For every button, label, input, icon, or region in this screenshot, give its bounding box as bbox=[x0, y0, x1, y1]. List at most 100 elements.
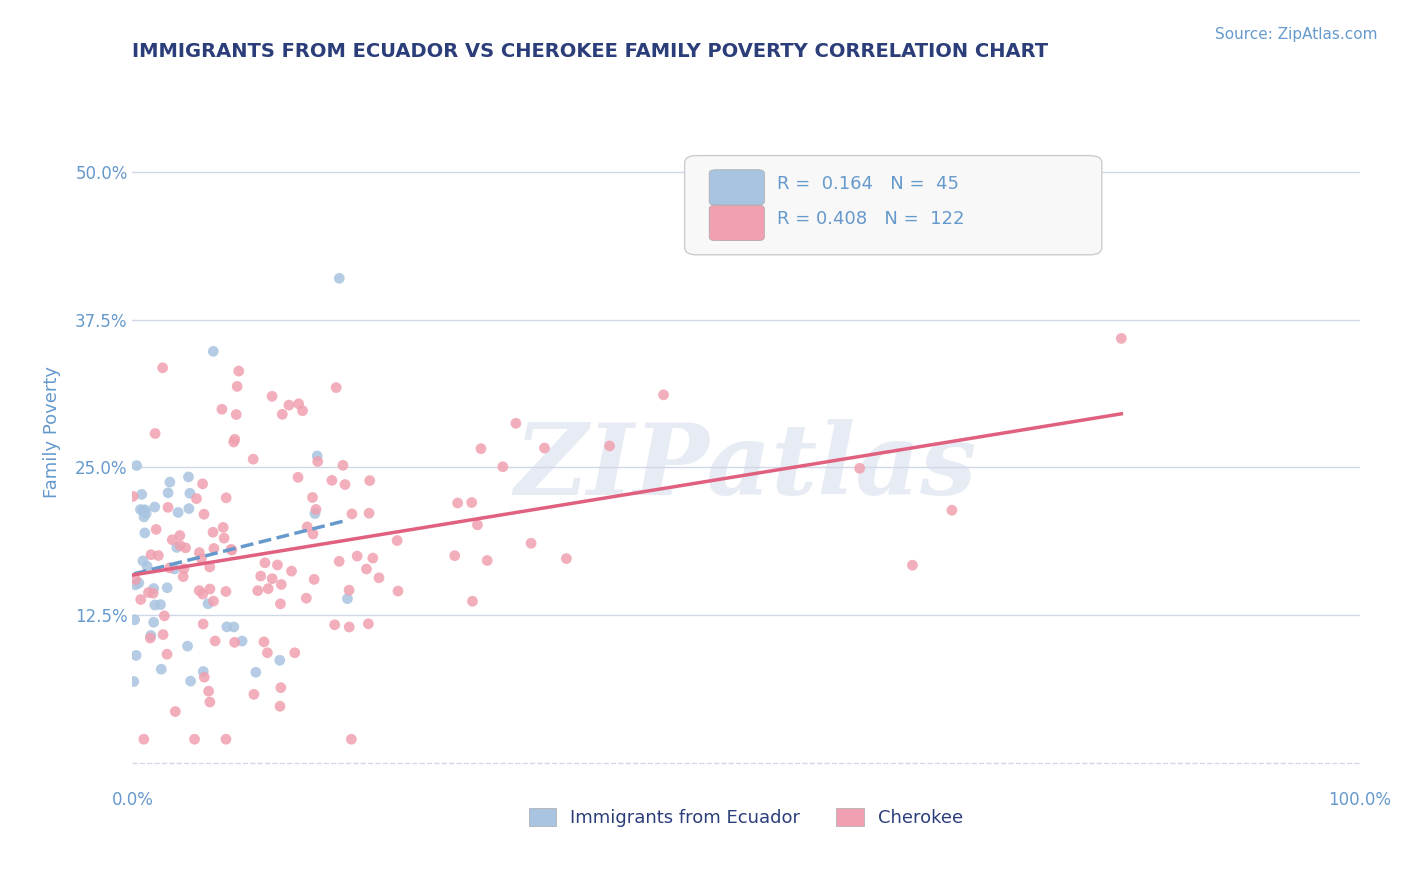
Point bbox=[153, 608, 176, 623]
Point bbox=[150, 662, 173, 676]
Point bbox=[304, 507, 326, 521]
Point bbox=[190, 551, 212, 566]
Point bbox=[124, 573, 146, 587]
Point bbox=[143, 500, 166, 514]
Point bbox=[176, 639, 198, 653]
Point bbox=[941, 503, 963, 517]
Point bbox=[461, 594, 484, 608]
Point bbox=[125, 648, 148, 663]
Point bbox=[215, 584, 238, 599]
Point bbox=[262, 389, 284, 403]
Point bbox=[198, 695, 221, 709]
Point bbox=[198, 560, 221, 574]
Point bbox=[295, 520, 318, 534]
Point bbox=[221, 543, 243, 558]
Point bbox=[323, 617, 346, 632]
Point bbox=[555, 551, 578, 566]
Point bbox=[271, 407, 294, 421]
Point bbox=[177, 470, 200, 484]
Point bbox=[219, 542, 242, 557]
Point bbox=[179, 486, 201, 500]
Point bbox=[467, 517, 489, 532]
Point bbox=[337, 620, 360, 634]
Point bbox=[132, 732, 155, 747]
Point bbox=[346, 549, 368, 563]
Point bbox=[301, 491, 323, 505]
Point bbox=[652, 388, 675, 402]
Point bbox=[152, 360, 174, 375]
Point bbox=[157, 486, 180, 500]
FancyBboxPatch shape bbox=[709, 169, 765, 205]
Y-axis label: Family Poverty: Family Poverty bbox=[44, 366, 60, 498]
Point bbox=[357, 506, 380, 520]
Point bbox=[132, 503, 155, 517]
Point bbox=[186, 491, 208, 506]
Point bbox=[215, 491, 238, 505]
Point bbox=[305, 502, 328, 516]
Point bbox=[333, 477, 356, 491]
Point bbox=[385, 533, 408, 548]
Point bbox=[226, 379, 249, 393]
Text: ZIPatlas: ZIPatlas bbox=[515, 419, 977, 516]
Point bbox=[188, 583, 211, 598]
Point bbox=[191, 587, 214, 601]
Point bbox=[188, 546, 211, 560]
Point bbox=[225, 408, 247, 422]
Point bbox=[901, 558, 924, 573]
Point bbox=[231, 634, 253, 648]
Point bbox=[148, 549, 170, 563]
Point bbox=[280, 564, 302, 578]
Text: R = 0.408   N =  122: R = 0.408 N = 122 bbox=[776, 211, 965, 228]
Point bbox=[152, 627, 174, 641]
Point bbox=[138, 585, 160, 599]
Point bbox=[520, 536, 543, 550]
Point bbox=[139, 631, 162, 645]
Point bbox=[122, 674, 145, 689]
Point bbox=[1111, 331, 1133, 345]
Point bbox=[332, 458, 354, 473]
Point bbox=[122, 490, 145, 504]
Point bbox=[328, 554, 350, 568]
Point bbox=[253, 556, 276, 570]
Point bbox=[145, 522, 167, 536]
Point bbox=[361, 551, 384, 566]
Point bbox=[470, 442, 492, 456]
Point bbox=[257, 582, 280, 596]
Point bbox=[132, 554, 155, 568]
Point bbox=[191, 476, 214, 491]
Point bbox=[269, 653, 291, 667]
Point bbox=[131, 487, 153, 501]
Text: IMMIGRANTS FROM ECUADOR VS CHEROKEE FAMILY POVERTY CORRELATION CHART: IMMIGRANTS FROM ECUADOR VS CHEROKEE FAMI… bbox=[132, 42, 1049, 61]
Point bbox=[197, 684, 219, 698]
Point bbox=[204, 634, 226, 648]
Point bbox=[325, 381, 347, 395]
Point bbox=[202, 344, 225, 359]
Point bbox=[461, 495, 484, 509]
Point bbox=[143, 598, 166, 612]
Point bbox=[212, 520, 235, 534]
Point bbox=[368, 571, 391, 585]
Point bbox=[149, 598, 172, 612]
Point bbox=[169, 528, 191, 542]
Point bbox=[212, 531, 235, 545]
Point bbox=[162, 533, 184, 547]
Point bbox=[156, 500, 179, 515]
Point bbox=[228, 364, 250, 378]
Point bbox=[243, 687, 266, 701]
Point bbox=[387, 584, 409, 599]
Point bbox=[129, 502, 152, 516]
Point bbox=[163, 562, 186, 576]
Point bbox=[302, 573, 325, 587]
Point bbox=[142, 582, 165, 596]
Point bbox=[128, 576, 150, 591]
Point bbox=[167, 505, 190, 519]
Text: R =  0.164   N =  45: R = 0.164 N = 45 bbox=[776, 175, 959, 193]
Point bbox=[139, 548, 162, 562]
Point bbox=[183, 732, 205, 747]
Point bbox=[136, 559, 159, 574]
Point bbox=[180, 674, 202, 689]
Point bbox=[215, 620, 238, 634]
Point bbox=[295, 591, 318, 606]
Point bbox=[198, 582, 221, 596]
Point bbox=[193, 508, 215, 522]
